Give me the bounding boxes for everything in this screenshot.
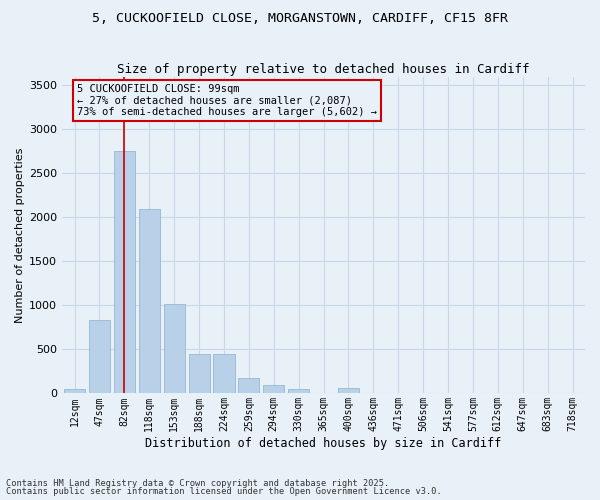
Bar <box>214 354 235 394</box>
Bar <box>288 389 309 394</box>
Bar <box>139 208 160 394</box>
X-axis label: Distribution of detached houses by size in Cardiff: Distribution of detached houses by size … <box>145 437 502 450</box>
Bar <box>164 304 185 394</box>
Text: 5, CUCKOOFIELD CLOSE, MORGANSTOWN, CARDIFF, CF15 8FR: 5, CUCKOOFIELD CLOSE, MORGANSTOWN, CARDI… <box>92 12 508 26</box>
Bar <box>238 378 259 394</box>
Bar <box>114 152 135 394</box>
Bar <box>338 388 359 394</box>
Bar <box>64 389 85 394</box>
Title: Size of property relative to detached houses in Cardiff: Size of property relative to detached ho… <box>118 62 530 76</box>
Text: 5 CUCKOOFIELD CLOSE: 99sqm
← 27% of detached houses are smaller (2,087)
73% of s: 5 CUCKOOFIELD CLOSE: 99sqm ← 27% of deta… <box>77 84 377 117</box>
Bar <box>89 320 110 394</box>
Bar <box>188 354 209 394</box>
Text: Contains HM Land Registry data © Crown copyright and database right 2025.: Contains HM Land Registry data © Crown c… <box>6 478 389 488</box>
Bar <box>263 384 284 394</box>
Text: Contains public sector information licensed under the Open Government Licence v3: Contains public sector information licen… <box>6 487 442 496</box>
Y-axis label: Number of detached properties: Number of detached properties <box>15 148 25 322</box>
